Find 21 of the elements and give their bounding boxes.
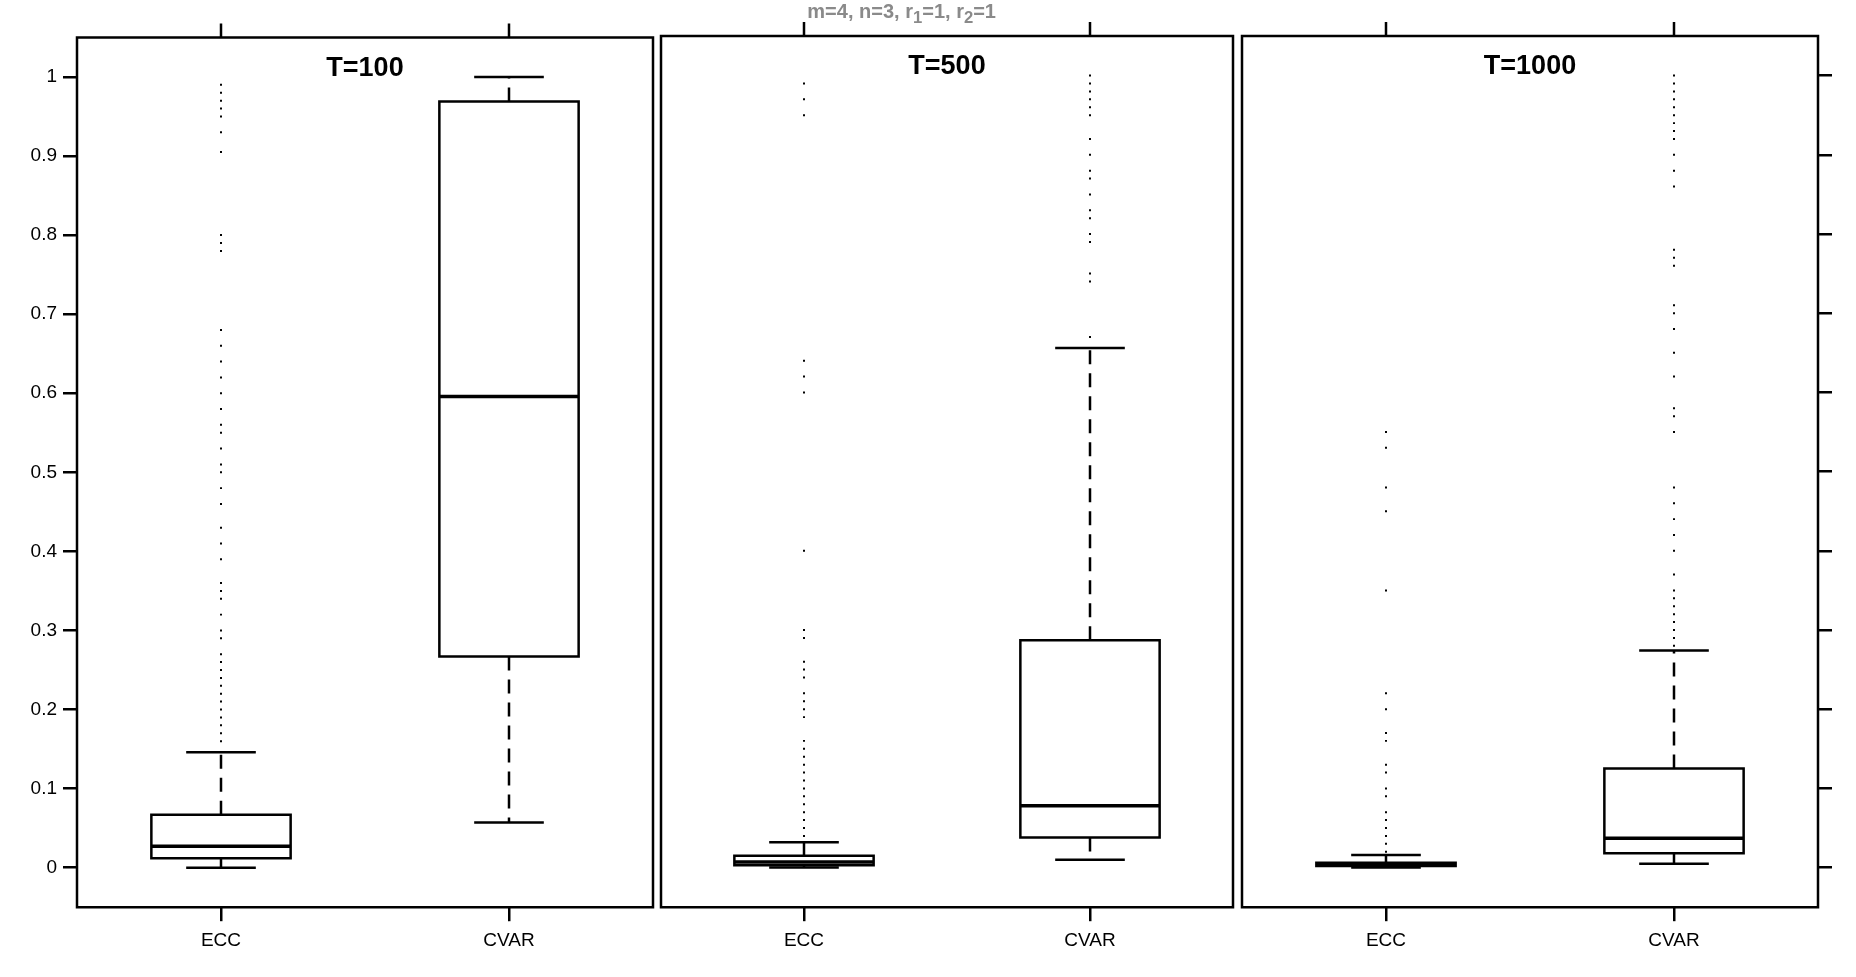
y-tick-label: 0.1 xyxy=(30,776,57,798)
chart-subtitle: m=4, n=3, r$_{1}$=1, r$_{2}$=1 xyxy=(807,0,996,28)
y-tick-label: 0.5 xyxy=(30,460,57,482)
x-tick-label: CVAR xyxy=(483,928,535,950)
x-tick-label: CVAR xyxy=(1647,928,1700,950)
y-tick-label: 0.4 xyxy=(30,539,58,561)
y-tick-label: 0.6 xyxy=(30,381,57,403)
text: T=500 xyxy=(908,50,986,81)
x-tick-label: ECC xyxy=(1365,928,1406,950)
y-tick-label: 0.9 xyxy=(30,144,57,166)
x-tick-label: ECC xyxy=(200,928,242,950)
y-tick-label: 0.3 xyxy=(30,618,57,640)
y-tick-label: 0.7 xyxy=(30,302,57,324)
y-tick-label: 0.8 xyxy=(30,223,57,245)
x-tick-label: CVAR xyxy=(1064,928,1117,950)
y-tick-label: 1 xyxy=(46,65,57,87)
text: T=1000 xyxy=(1483,50,1576,81)
y-tick-label: 0 xyxy=(46,855,57,877)
text: T=100 xyxy=(326,51,404,82)
x-tick-label: ECC xyxy=(784,928,825,950)
y-tick-label: 0.2 xyxy=(30,697,57,719)
